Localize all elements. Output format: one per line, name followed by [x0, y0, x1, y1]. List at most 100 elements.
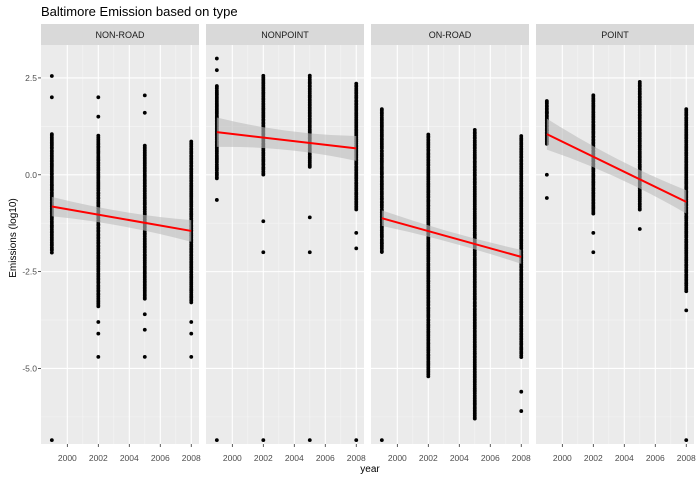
- y-axis: -5.0 -2.5 0.0 2.5: [22, 73, 41, 373]
- facet-point: POINT 2000 2002 2004 2006 2008: [536, 24, 696, 463]
- data-point: [214, 438, 219, 443]
- confidence-band: [216, 117, 357, 161]
- data-point: [354, 81, 359, 86]
- data-point: [307, 250, 312, 255]
- facet-strip-label: ON-ROAD: [429, 30, 472, 40]
- x-tick-label: 2008: [347, 453, 366, 463]
- x-axis-title: year: [360, 464, 380, 475]
- facet-strip: [371, 24, 529, 45]
- data-point: [472, 127, 477, 132]
- y-tick-label: -2.5: [22, 267, 37, 277]
- data-point: [544, 110, 549, 115]
- x-tick-label: 2002: [419, 453, 438, 463]
- facet-strip-label: NONPOINT: [261, 30, 309, 40]
- data-point: [142, 354, 147, 359]
- data-point: [96, 331, 101, 336]
- fit-line: [546, 133, 687, 203]
- x-tick-label: 2006: [481, 453, 500, 463]
- panel-background: [41, 45, 199, 444]
- facet-strip-label: NON-ROAD: [96, 30, 145, 40]
- data-point: [426, 132, 431, 137]
- data-point: [684, 308, 689, 313]
- data-point: [307, 215, 312, 220]
- x-tick-label: 2004: [615, 453, 634, 463]
- panel-background: [536, 45, 694, 444]
- data-point: [379, 107, 384, 112]
- data-point: [96, 320, 101, 324]
- x-tick-label: 2004: [450, 453, 469, 463]
- data-point: [591, 93, 596, 98]
- data-point: [519, 389, 524, 394]
- data-point: [189, 331, 194, 336]
- y-tick-label: 0.0: [25, 170, 37, 180]
- facet-nonpoint: NONPOINT 2000 2002 2004 2006 2008: [206, 24, 366, 463]
- data-point: [379, 438, 384, 443]
- data-point: [519, 409, 524, 413]
- x-tick-label: 2004: [285, 453, 304, 463]
- data-point: [519, 134, 524, 138]
- data-point: [214, 68, 219, 73]
- data-point: [96, 95, 101, 100]
- facet-on-road: ON-ROAD 2000 2002 2004 2006 2008: [371, 24, 531, 463]
- facet-panels: NON-ROAD 2000 2002 2004 2006 2008 NONPOINT 2000…: [41, 24, 696, 463]
- data-point: [684, 107, 689, 112]
- data-point: [49, 74, 54, 78]
- data-point: [142, 312, 147, 317]
- facet-non-road: NON-ROAD 2000 2002 2004 2006 2008: [41, 24, 201, 463]
- y-axis-title: Emissions (log10): [8, 198, 19, 277]
- data-point: [214, 198, 219, 202]
- x-tick-label: 2000: [553, 453, 572, 463]
- x-tick-label: 2004: [120, 453, 139, 463]
- data-points: [379, 107, 524, 443]
- data-point: [261, 250, 266, 255]
- x-tick-label: 2000: [223, 453, 242, 463]
- x-tick-label: 2006: [316, 453, 335, 463]
- data-point: [261, 73, 266, 78]
- data-point: [354, 230, 359, 235]
- panel-background: [371, 45, 529, 444]
- facet-strip: [206, 24, 364, 45]
- x-tick-label: 2008: [512, 453, 531, 463]
- data-point: [544, 99, 549, 103]
- x-tick-label: 2002: [584, 453, 603, 463]
- x-tick-label: 2008: [182, 453, 201, 463]
- data-point: [214, 84, 219, 88]
- data-point: [189, 354, 194, 359]
- data-point: [354, 438, 359, 443]
- data-point: [591, 230, 596, 235]
- panel-background: [206, 45, 364, 444]
- data-point: [354, 246, 359, 251]
- data-point: [544, 172, 549, 177]
- data-point: [307, 73, 312, 78]
- x-tick-label: 2000: [388, 453, 407, 463]
- fit-line: [381, 217, 522, 258]
- data-point: [142, 143, 147, 148]
- facet-strip: [41, 24, 199, 45]
- facet-strip-label: POINT: [601, 30, 629, 40]
- x-tick-label: 2002: [89, 453, 108, 463]
- data-point: [142, 110, 147, 115]
- x-tick-label: 2006: [646, 453, 665, 463]
- data-point: [261, 219, 266, 224]
- data-point: [96, 133, 101, 138]
- x-tick-label: 2002: [254, 453, 273, 463]
- data-point: [189, 139, 194, 144]
- data-point: [544, 196, 549, 200]
- data-point: [214, 56, 219, 61]
- facet-strip: [536, 24, 694, 45]
- data-point: [49, 132, 54, 137]
- data-point: [591, 250, 596, 255]
- data-point: [96, 354, 101, 359]
- y-tick-label: 2.5: [25, 73, 37, 83]
- x-tick-label: 2006: [151, 453, 170, 463]
- data-point: [189, 320, 194, 324]
- data-point: [637, 79, 642, 84]
- y-tick-label: -5.0: [22, 363, 37, 373]
- data-point: [684, 438, 689, 443]
- x-tick-label: 2000: [58, 453, 77, 463]
- data-point: [49, 95, 54, 100]
- confidence-band: [546, 118, 687, 214]
- x-tick-label: 2008: [677, 453, 696, 463]
- data-point: [142, 327, 147, 332]
